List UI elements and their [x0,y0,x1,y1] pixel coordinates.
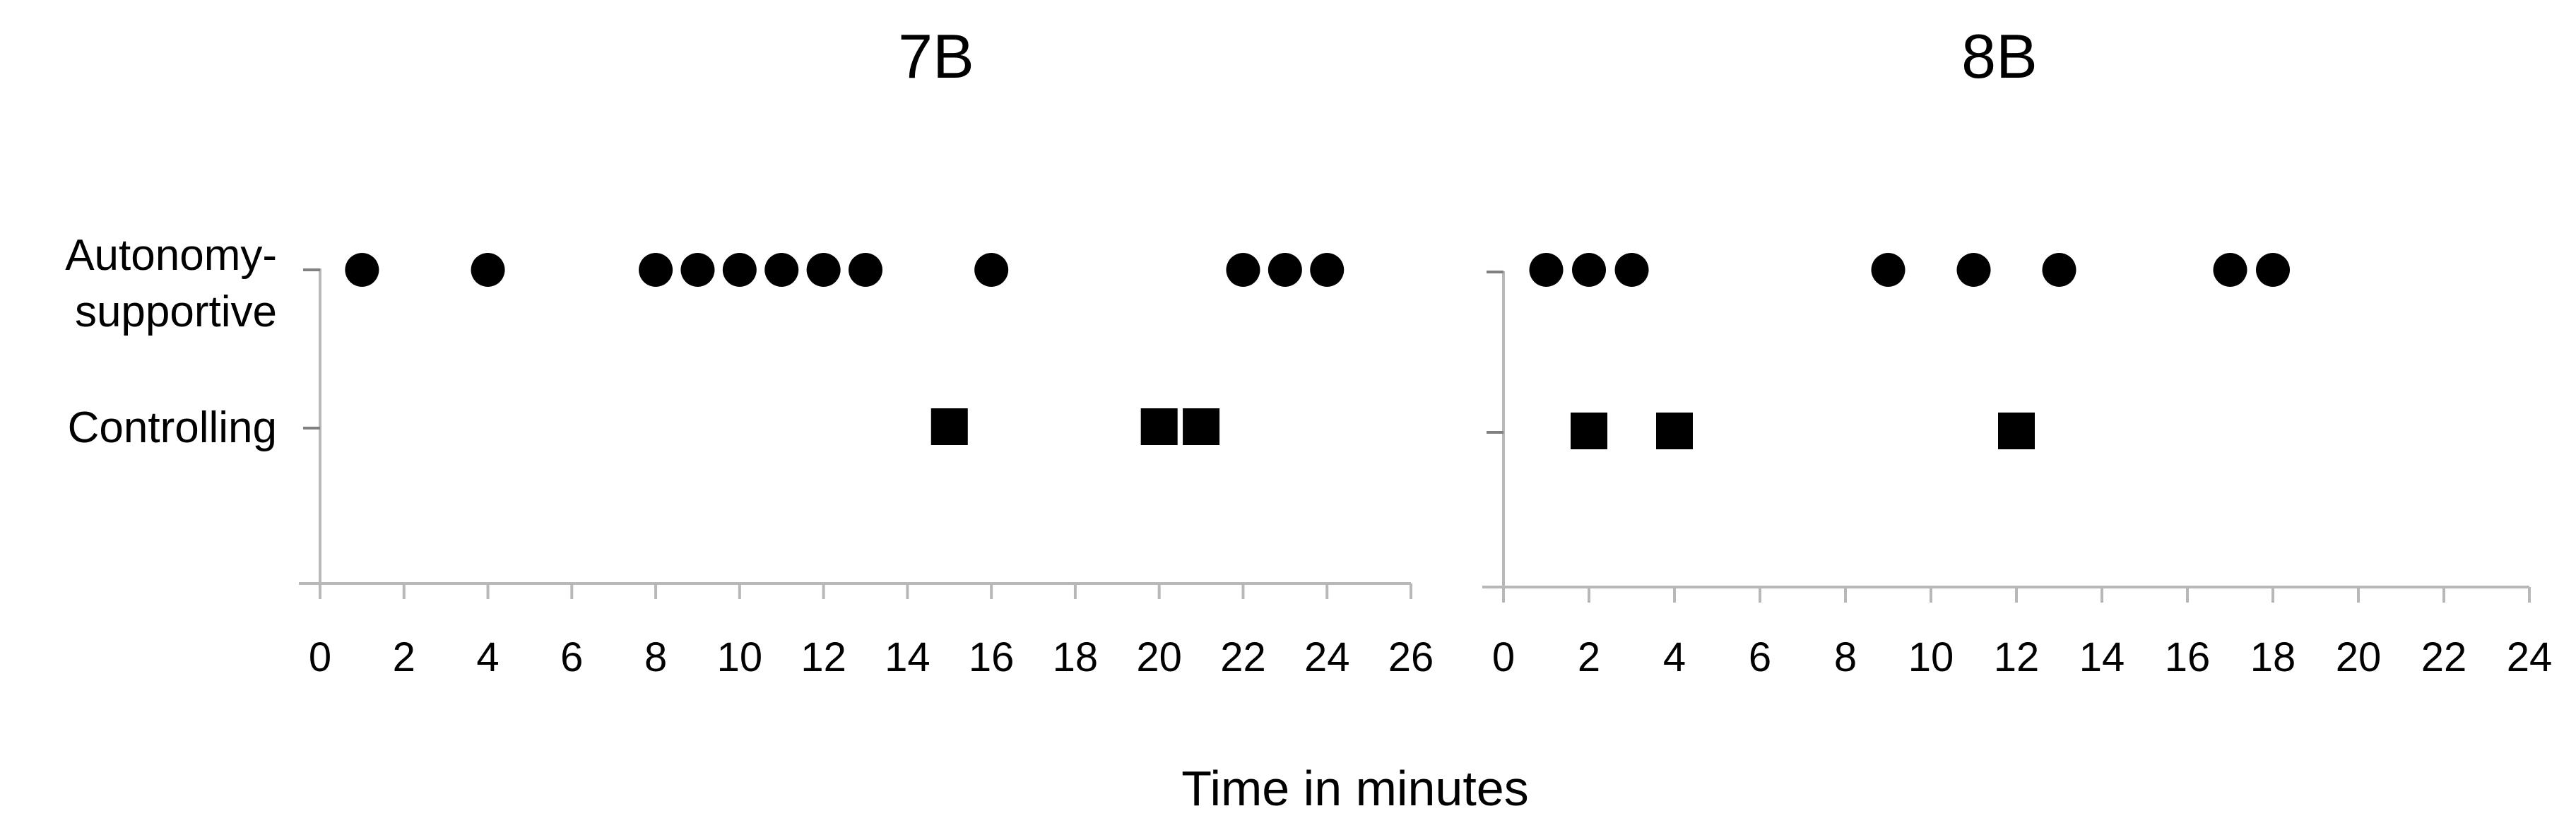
data-point-circle [849,253,882,287]
x-tick-label: 10 [1908,634,1954,680]
data-point-circle [345,253,379,287]
x-tick-label: 18 [2250,634,2296,680]
panel-8b: 8B0 2 4 6 8 10 12 14 16 18 20 22 24 [1482,21,2552,680]
data-point-circle [1310,253,1345,287]
x-tick-label: 12 [800,634,846,680]
x-tick-label: 4 [1663,634,1686,680]
data-point-circle [1572,253,1606,287]
x-tick-label: 16 [2165,634,2211,680]
x-tick-label: 10 [717,634,763,680]
data-point-square [1656,413,1693,449]
y-tick-label: Controlling [68,403,277,452]
panel-title: 7B [898,21,974,91]
data-point-circle [1614,253,1649,287]
data-point-circle [471,253,505,287]
data-point-circle [639,253,673,287]
x-axis-label: Time in minutes [1181,761,1528,816]
data-point-circle [1529,253,1564,287]
x-tick-label: 8 [644,634,667,680]
x-tick-label: 14 [2079,634,2125,680]
x-tick-label: 8 [1834,634,1857,680]
x-tick-label: 0 [309,634,331,680]
x-tick-label: 6 [1749,634,1771,680]
data-point-square [1571,413,1607,449]
panel-title: 8B [1961,21,2038,91]
data-point-circle [722,253,757,287]
data-point-circle [2213,253,2247,287]
data-point-circle [806,253,841,287]
panel-7b: 7B0 2 4 6 8 10 12 14 16 18 20 22 24 26Autonomy-suppor… [65,21,1434,680]
y-tick-label: supportive [75,288,277,336]
x-tick-label: 14 [885,634,930,680]
x-tick-label: 2 [393,634,415,680]
x-tick-label: 2 [1578,634,1600,680]
y-tick-label: Autonomy- [65,231,277,280]
data-point-circle [974,253,1009,287]
data-point-circle [1226,253,1260,287]
data-point-square [1140,408,1178,445]
data-point-circle [1871,253,1906,287]
x-tick-label: 0 [1492,634,1515,680]
x-tick-label: 20 [2336,634,2382,680]
x-tick-label: 18 [1053,634,1099,680]
data-point-square [1183,408,1220,445]
x-tick-label: 4 [476,634,499,680]
x-tick-label: 6 [560,634,583,680]
data-point-circle [2042,253,2076,287]
x-tick-label: 24 [2507,634,2553,680]
data-point-square [930,408,968,445]
data-point-circle [1956,253,1991,287]
data-point-circle [2256,253,2290,287]
x-tick-label: 24 [1304,634,1350,680]
x-tick-label: 12 [1994,634,2040,680]
x-tick-label: 22 [2421,634,2467,680]
data-point-circle [680,253,715,287]
data-point-circle [1268,253,1302,287]
x-tick-label: 26 [1388,634,1434,680]
x-tick-label: 16 [969,634,1015,680]
x-tick-label: 22 [1220,634,1266,680]
x-tick-label: 20 [1136,634,1182,680]
data-point-circle [764,253,799,287]
data-point-square [1998,413,2035,449]
